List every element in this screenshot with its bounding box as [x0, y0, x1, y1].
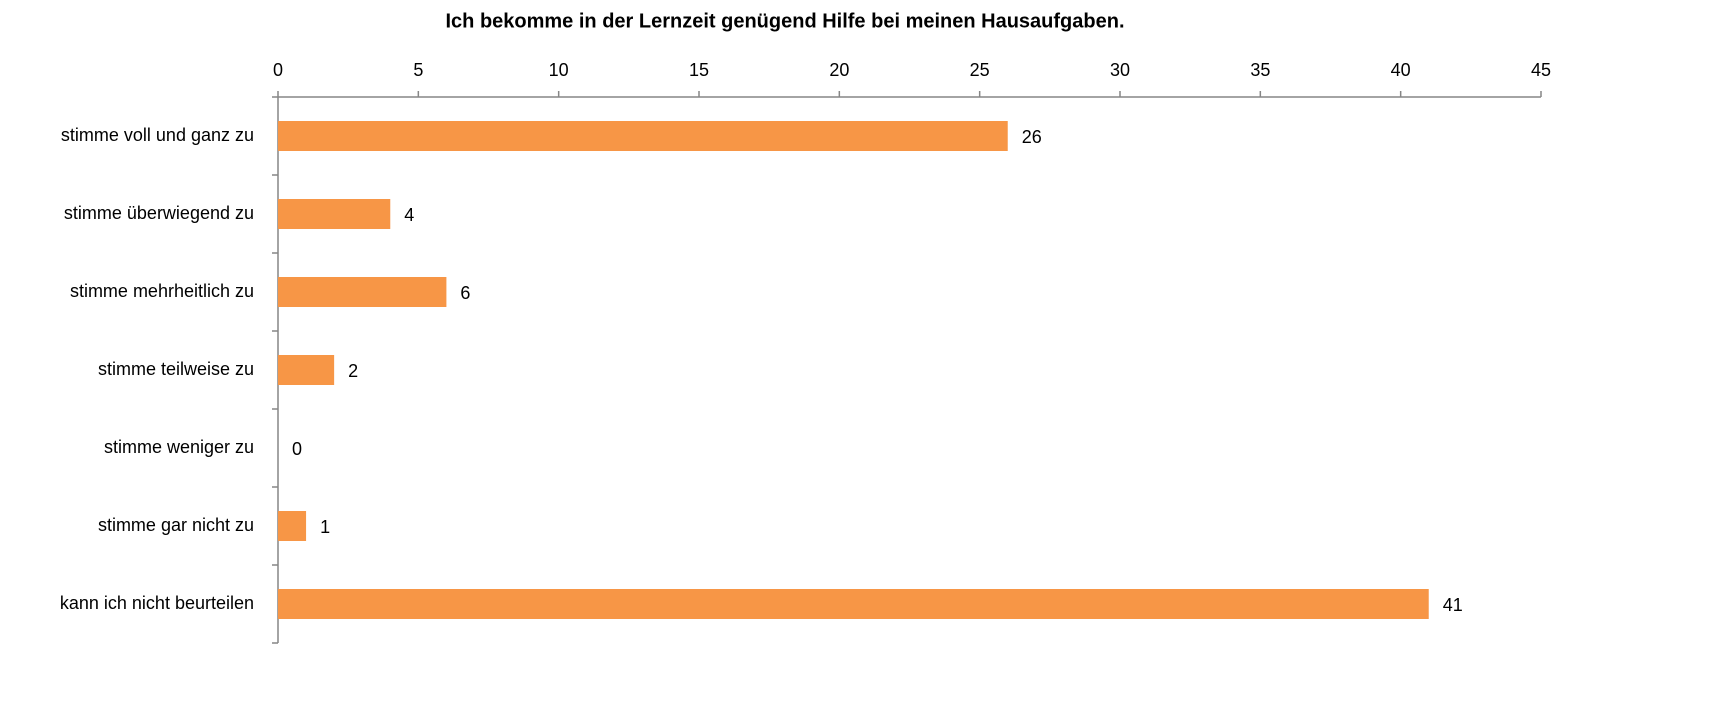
data-label: 26	[1022, 127, 1042, 147]
x-tick-label: 20	[829, 60, 849, 80]
x-tick-label: 45	[1531, 60, 1551, 80]
data-label: 41	[1443, 595, 1463, 615]
data-label: 6	[460, 283, 470, 303]
bar	[278, 199, 391, 229]
y-tick-label: stimme überwiegend zu	[64, 203, 254, 223]
bar	[278, 589, 1429, 619]
bar	[278, 121, 1008, 151]
x-tick-label: 40	[1391, 60, 1411, 80]
bar	[278, 355, 335, 385]
y-tick-label: stimme voll und ganz zu	[61, 125, 254, 145]
x-tick-label: 5	[413, 60, 423, 80]
y-tick-label: kann ich nicht beurteilen	[60, 593, 254, 613]
y-tick-label: stimme gar nicht zu	[98, 515, 254, 535]
y-tick-label: stimme mehrheitlich zu	[70, 281, 254, 301]
x-tick-label: 15	[689, 60, 709, 80]
x-tick-label: 0	[273, 60, 283, 80]
data-label: 2	[348, 361, 358, 381]
data-label: 1	[320, 517, 330, 537]
data-label: 0	[292, 439, 302, 459]
bar	[278, 277, 447, 307]
x-tick-label: 35	[1250, 60, 1270, 80]
y-tick-label: stimme teilweise zu	[98, 359, 254, 379]
x-tick-label: 25	[970, 60, 990, 80]
bar	[278, 511, 307, 541]
x-tick-label: 10	[549, 60, 569, 80]
y-tick-label: stimme weniger zu	[104, 437, 254, 457]
chart-title: Ich bekomme in der Lernzeit genügend Hil…	[445, 10, 1124, 32]
x-tick-label: 30	[1110, 60, 1130, 80]
data-label: 4	[404, 205, 414, 225]
